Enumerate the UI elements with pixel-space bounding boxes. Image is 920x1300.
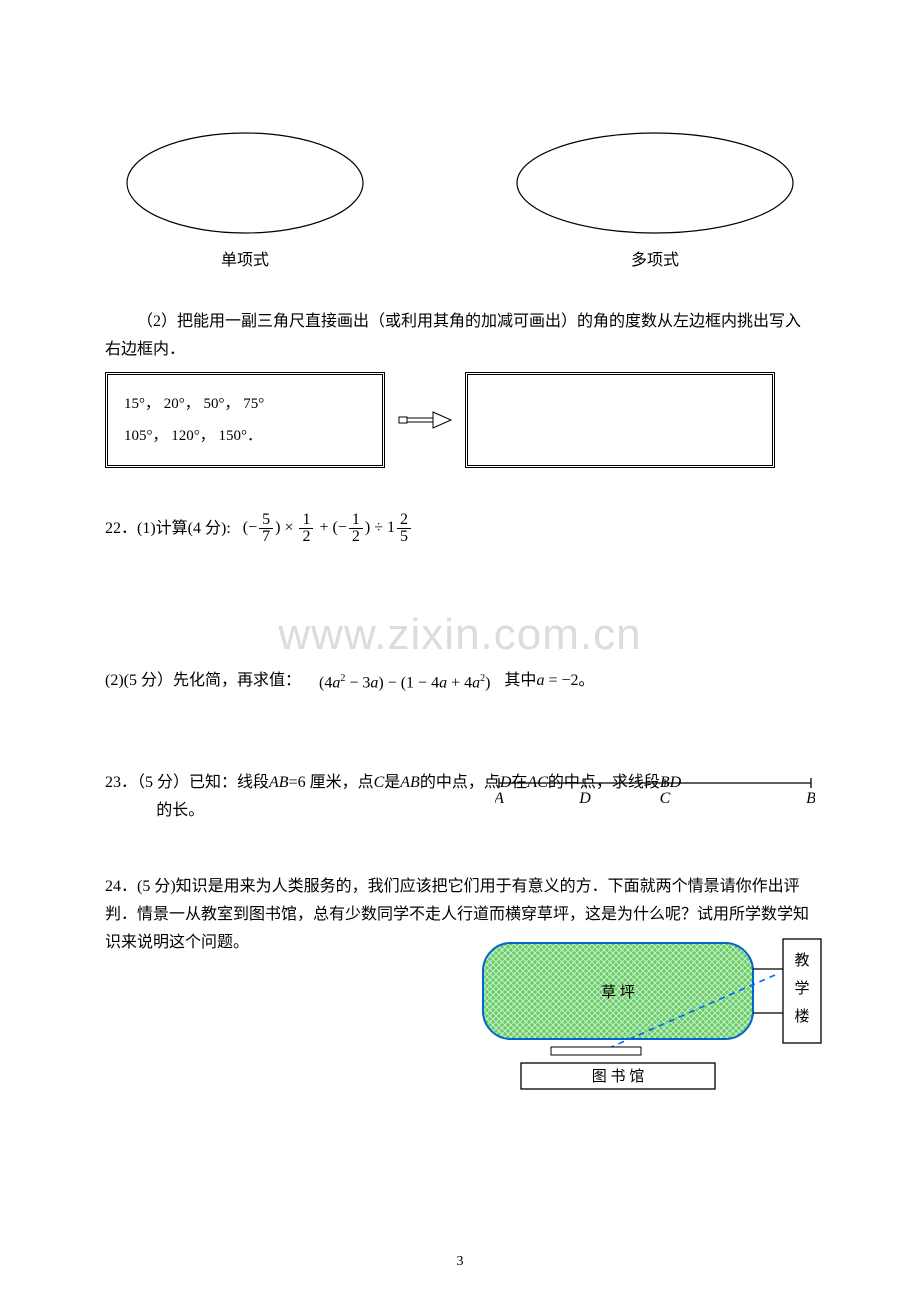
q22b-expr: (4a2 − 3a) − (1 − 4a + 4a2) (319, 665, 490, 697)
frac-den: 2 (349, 529, 363, 545)
q22-expr: (−57) × 12 + (−12) ÷ 125 (243, 512, 413, 545)
op-div: ÷ (374, 519, 383, 536)
ellipse-right-label: 多项式 (631, 246, 679, 270)
q23-line2: 的长。 (156, 797, 204, 825)
seg-label-C: C (660, 790, 671, 807)
ellipse-right: 多项式 (515, 130, 795, 270)
box-left-line2: 105°， 120°， 150°． (124, 420, 366, 452)
q23: 23．（5 分）已知：线段 AB =6 厘米，点 C 是 AB 的中点，点 D … (105, 769, 815, 825)
mixed-whole: 1 (387, 519, 395, 536)
frac-den: 2 (299, 529, 313, 545)
frac-den: 5 (397, 529, 411, 545)
op-plus: + (319, 519, 328, 536)
op-mul: × (284, 519, 293, 536)
lawn-diagram: 草 坪 教 学 楼 图 书 馆 (475, 935, 845, 1095)
seg-label-D: D (578, 790, 591, 807)
q22-2: (2)(5 分）先化简，再求值： (4a2 − 3a) − (1 − 4a + … (105, 665, 815, 697)
library-label: 图 书 馆 (592, 1068, 645, 1085)
angle-box-left: 15°， 20°， 50°， 75° 105°， 120°， 150°． (105, 372, 385, 468)
ellipse-shape-right (515, 130, 795, 236)
lawn-label: 草 坪 (601, 984, 635, 1001)
q22-1: 22．(1)计算(4 分): (−57) × 12 + (−12) ÷ 125 (105, 512, 815, 545)
seg-label-B: B (806, 790, 815, 807)
q23-t1: 23．（5 分）已知：线段 (105, 769, 269, 797)
q23-AB2: AB (400, 769, 420, 797)
line-segment-diagram: A D C B (495, 775, 815, 813)
bldg-char1: 教 (794, 952, 809, 969)
frac-num: 5 (259, 512, 273, 529)
angle-box-row: 15°， 20°， 50°， 75° 105°， 120°， 150°． (105, 372, 815, 468)
q22b-where: 其中 (504, 667, 536, 695)
q23-t4: 的中点，点 (420, 769, 500, 797)
bldg-char2: 学 (794, 980, 809, 997)
page-number: 3 (457, 1254, 464, 1270)
q23-t2: =6 厘米，点 (289, 769, 374, 797)
bldg-char3: 楼 (794, 1008, 809, 1025)
box-left-line1: 15°， 20°， 50°， 75° (124, 388, 366, 420)
angle-box-right (465, 372, 775, 468)
q22b-a: a = −2。 (536, 667, 594, 695)
frac-num: 1 (349, 512, 363, 529)
arrow-icon (395, 408, 455, 432)
q24: 24．(5 分)知识是用来为人类服务的，我们应该把它们用于有意义的方．下面就两个… (105, 873, 815, 957)
q23-C: C (374, 769, 385, 797)
ellipse-left: 单项式 (125, 130, 365, 270)
ellipse-left-label: 单项式 (221, 246, 269, 270)
q23-AB: AB (269, 769, 289, 797)
ellipse-row: 单项式 多项式 (105, 130, 815, 270)
q22b-prefix: (2)(5 分）先化简，再求值： (105, 667, 301, 695)
frac-den: 7 (259, 529, 273, 545)
q23-t3: 是 (384, 769, 400, 797)
frac-num: 1 (299, 512, 313, 529)
q22-prefix: 22．(1)计算(4 分): (105, 515, 231, 543)
ellipse-shape-left (125, 130, 365, 236)
watermark: www.zixin.com.cn (278, 610, 641, 660)
q21-2-text: （2）把能用一副三角尺直接画出（或利用其角的加减可画出）的角的度数从左边框内挑出… (105, 308, 815, 364)
seg-label-A: A (495, 790, 504, 807)
frac-num: 2 (397, 512, 411, 529)
